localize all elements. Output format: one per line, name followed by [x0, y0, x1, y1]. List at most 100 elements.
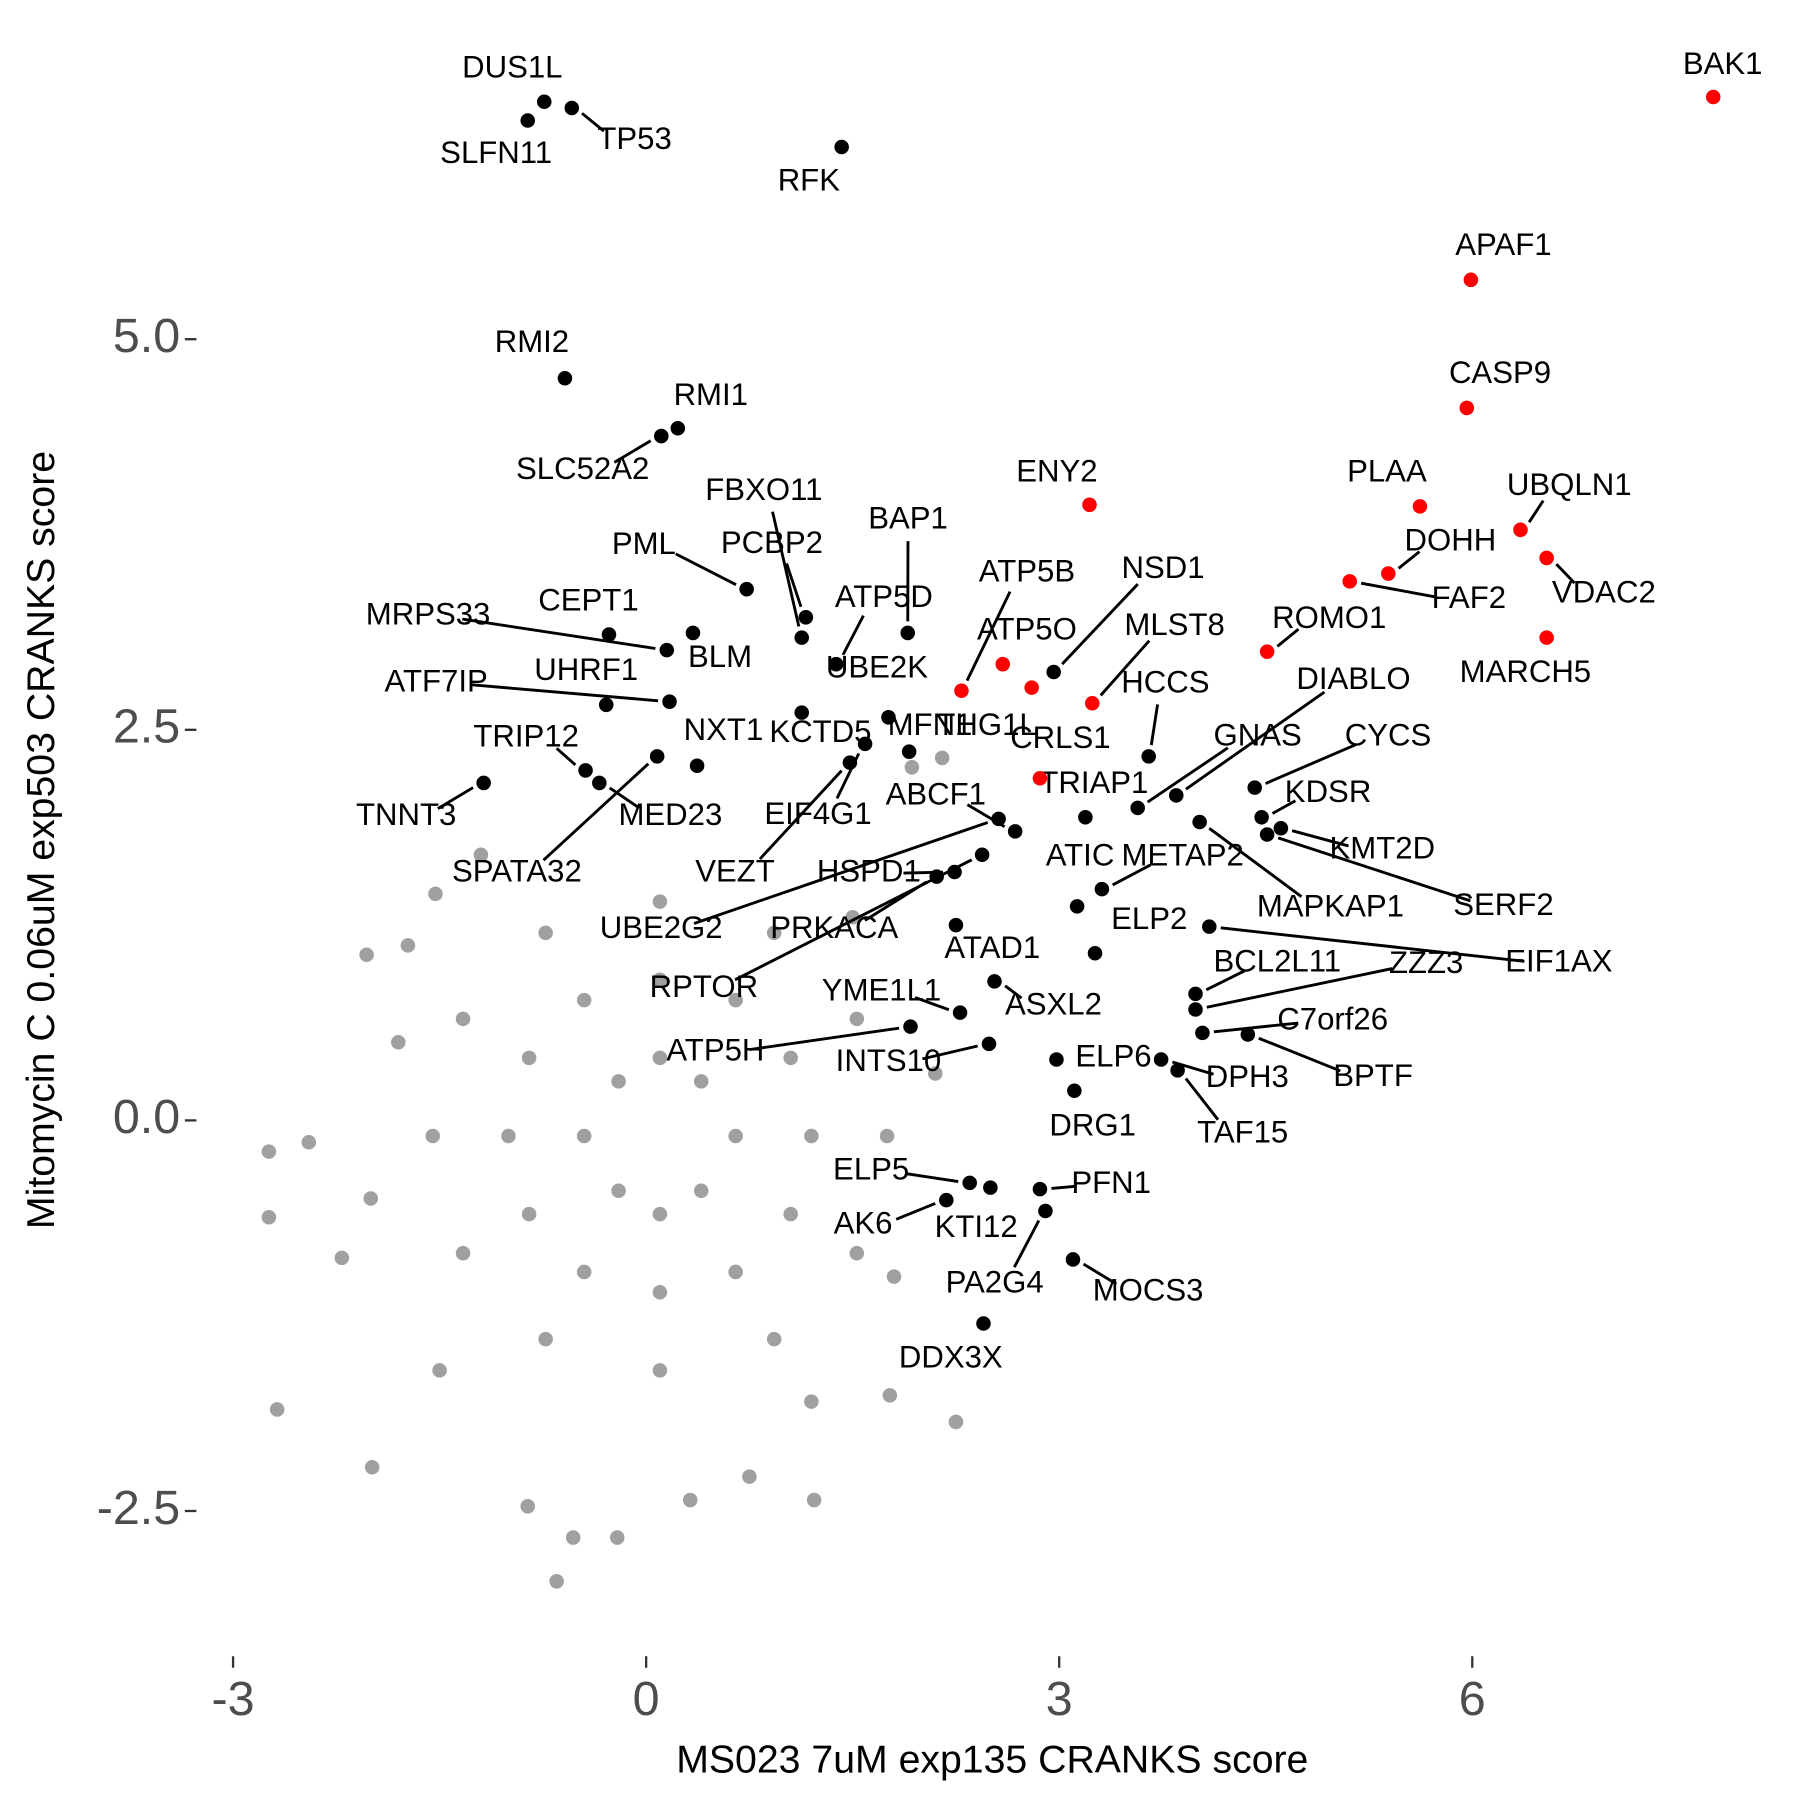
point-label: UBE2G2 — [600, 910, 723, 945]
point — [1046, 664, 1061, 680]
leader-line — [1082, 1262, 1118, 1286]
leader-line — [965, 590, 1012, 682]
point — [1065, 1252, 1081, 1267]
point — [804, 1128, 819, 1144]
point — [652, 1050, 668, 1066]
point-label: ELP2 — [1111, 901, 1187, 936]
point — [652, 1284, 668, 1300]
point-label: BCL2L11 — [1214, 944, 1342, 979]
x-tick-label: 6 — [1459, 1672, 1486, 1726]
point — [1049, 1052, 1064, 1067]
point — [879, 1128, 895, 1144]
point-label: ABCF1 — [886, 776, 986, 811]
point — [1188, 1002, 1203, 1017]
point-label: DUS1L — [462, 49, 562, 84]
point-label: THG1L — [936, 707, 1036, 742]
point-label: DIABLO — [1296, 661, 1410, 696]
point — [1170, 1063, 1185, 1078]
point — [425, 1128, 440, 1144]
leader-line — [1206, 967, 1393, 1009]
point — [806, 1492, 822, 1508]
y-tick-label: 2.5 — [113, 700, 180, 754]
leader-line — [841, 614, 865, 656]
point — [1067, 1083, 1082, 1098]
leader-line — [555, 747, 577, 767]
point — [798, 610, 814, 625]
leader-line — [1185, 690, 1326, 791]
point-label: EIF4G1 — [764, 796, 871, 831]
point-label: CEPT1 — [538, 583, 638, 618]
point-label: ASXL2 — [1005, 986, 1102, 1021]
point — [1202, 919, 1217, 934]
point — [576, 1128, 592, 1144]
point-label: SPATA32 — [452, 854, 582, 889]
point — [654, 428, 669, 444]
point — [359, 947, 374, 963]
leader-line — [437, 786, 474, 810]
leader-line — [1258, 1036, 1341, 1073]
point — [576, 992, 592, 1008]
point-label: VDAC2 — [1552, 574, 1656, 609]
point — [1094, 881, 1110, 897]
leader-line — [1208, 827, 1303, 898]
point — [1024, 680, 1039, 695]
point — [948, 1414, 964, 1430]
point — [900, 625, 916, 641]
point-label: ATP5B — [979, 554, 1075, 589]
point-label: METAP2 — [1122, 838, 1244, 873]
point-label: PFN1 — [1071, 1165, 1151, 1200]
point — [609, 1530, 625, 1545]
point — [565, 1530, 581, 1545]
y-tick-label: 5.0 — [113, 309, 180, 363]
point-label: MAPKAP1 — [1257, 888, 1404, 923]
point-label: ELP5 — [833, 1151, 909, 1186]
point-label: SERF2 — [1453, 887, 1553, 922]
leader-line — [905, 1172, 959, 1183]
point — [269, 1402, 285, 1417]
point — [598, 697, 614, 713]
point — [903, 1019, 918, 1034]
leader-line — [1360, 581, 1435, 599]
point — [649, 749, 665, 764]
point — [952, 1005, 968, 1020]
point — [652, 1363, 668, 1378]
point-label: DRG1 — [1049, 1108, 1136, 1143]
point — [1130, 800, 1145, 816]
point-label: CYCS — [1345, 718, 1432, 753]
point-label: RMI1 — [674, 377, 748, 412]
point — [557, 370, 573, 386]
point — [261, 1209, 277, 1225]
point-label: MOCS3 — [1093, 1273, 1204, 1308]
point — [987, 974, 1002, 989]
point — [455, 1011, 471, 1027]
point — [1087, 945, 1103, 961]
point-label: DPH3 — [1206, 1059, 1289, 1094]
leader-line — [1527, 499, 1545, 523]
y-tick-label: 0.0 — [113, 1090, 180, 1144]
point — [828, 656, 844, 672]
point-label: PA2G4 — [946, 1264, 1044, 1299]
point — [886, 1269, 902, 1284]
point — [689, 758, 705, 774]
point-label: HCCS — [1121, 664, 1209, 699]
leader-line — [1004, 984, 1023, 1000]
point — [652, 894, 668, 909]
point — [728, 1128, 743, 1144]
point — [794, 630, 810, 645]
y-axis-title: Mitomycin C 0.06uM exp503 CRANKS score — [19, 451, 63, 1229]
point — [261, 1144, 277, 1159]
point — [1069, 899, 1085, 914]
point-label: GNAS — [1214, 718, 1302, 753]
point — [804, 1394, 819, 1409]
leader-line — [1264, 743, 1357, 785]
point — [1038, 1203, 1053, 1219]
point-label: TRIAP1 — [1039, 765, 1148, 800]
point-label: ATP5D — [835, 579, 933, 614]
leader-line — [734, 858, 973, 982]
point-label: CASP9 — [1449, 355, 1551, 390]
leader-line — [1149, 704, 1160, 746]
point — [766, 925, 782, 941]
point-label: EIF1AX — [1505, 944, 1613, 979]
point — [1705, 89, 1721, 105]
point — [881, 710, 896, 725]
